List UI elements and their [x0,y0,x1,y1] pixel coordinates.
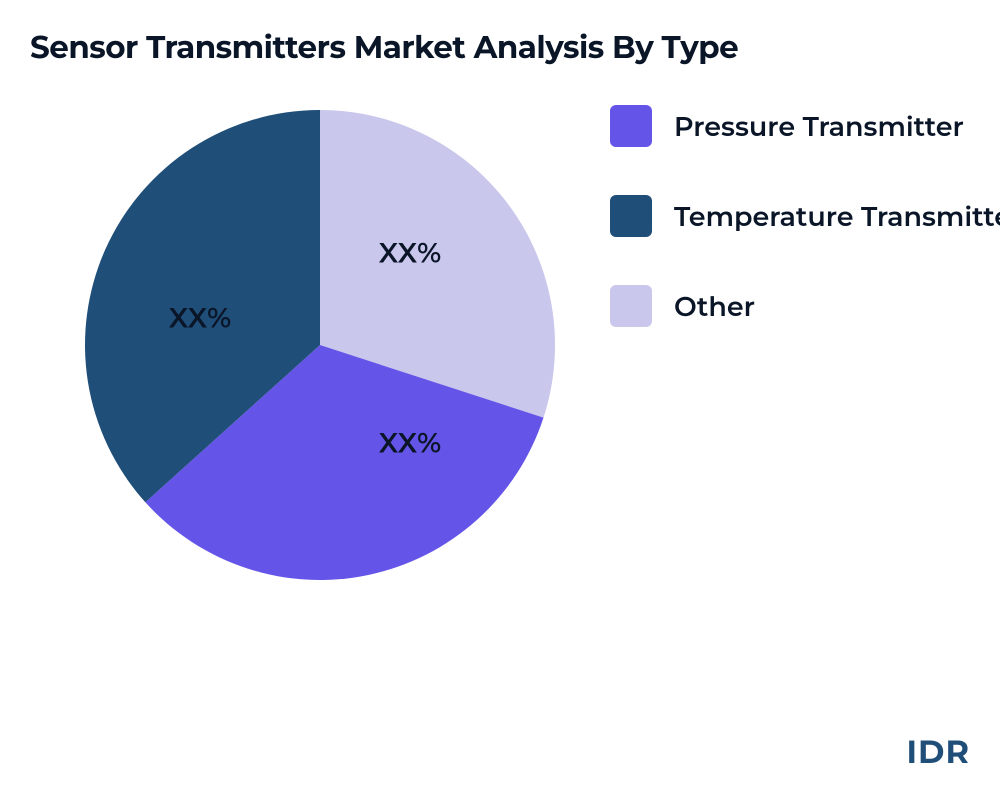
legend-swatch [610,195,652,237]
pie-slice-label: XX% [379,236,441,270]
legend-label: Pressure Transmitter [674,110,964,143]
pie-slice-label: XX% [169,301,231,335]
legend: Pressure Transmitter Temperature Transmit… [610,105,1000,375]
legend-item: Pressure Transmitter [610,105,1000,147]
legend-label: Other [674,290,755,323]
pie-slice-label: XX% [379,426,441,460]
legend-swatch [610,105,652,147]
legend-label: Temperature Transmitter [674,200,1000,233]
legend-item: Other [610,285,1000,327]
legend-swatch [610,285,652,327]
watermark: IDR [907,733,970,772]
pie-svg: XX% XX% XX% [80,105,560,585]
chart-title: Sensor Transmitters Market Analysis By T… [30,28,738,66]
legend-item: Temperature Transmitter [610,195,1000,237]
pie-chart: XX% XX% XX% [80,105,560,585]
